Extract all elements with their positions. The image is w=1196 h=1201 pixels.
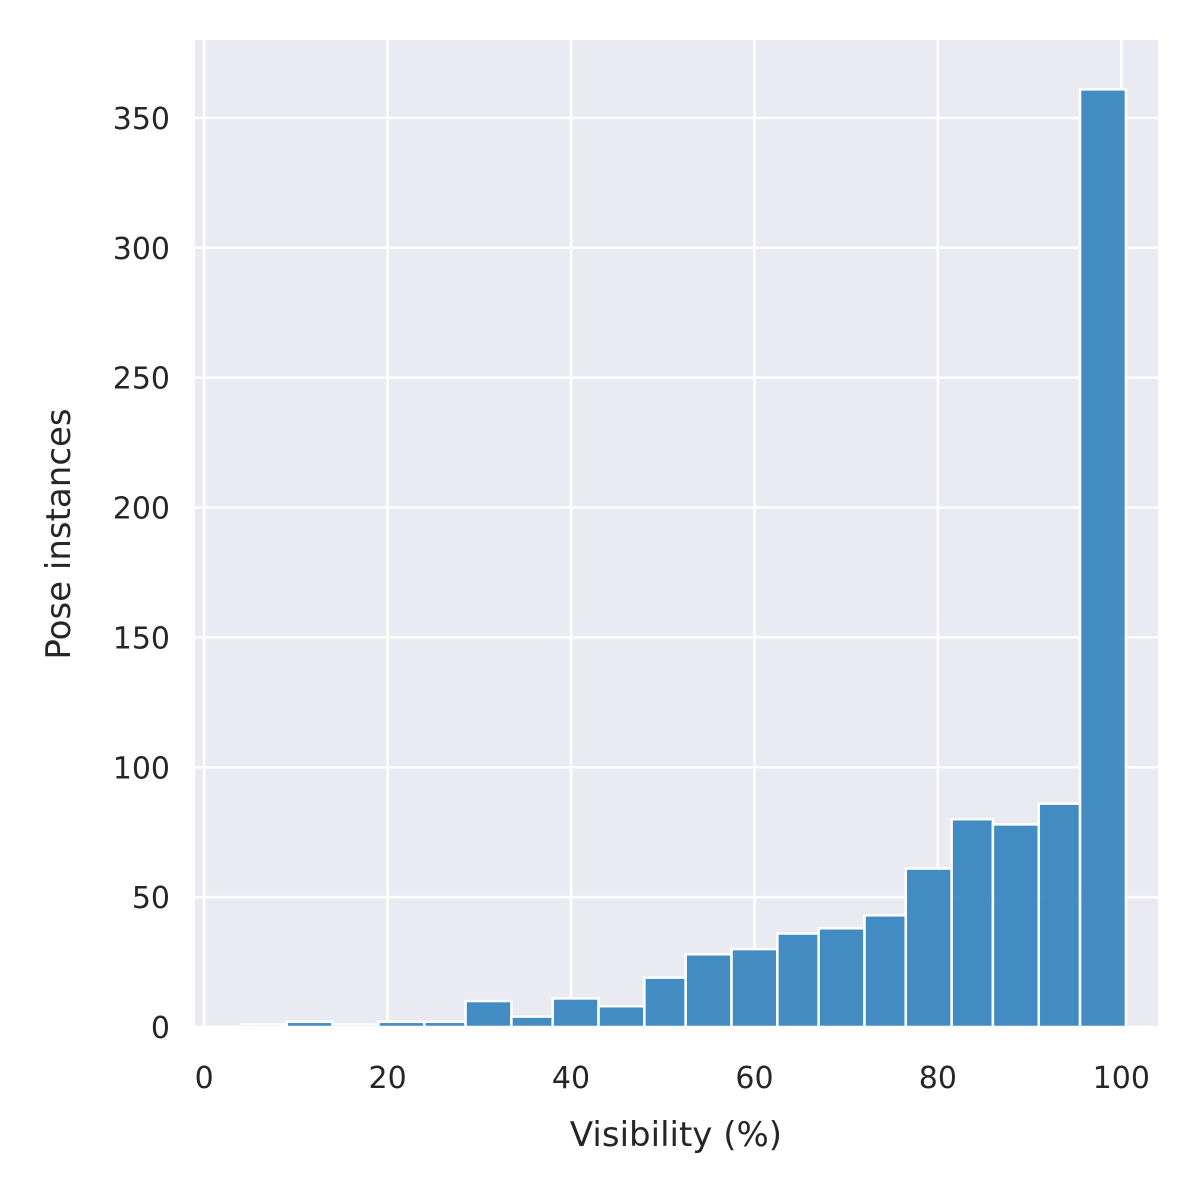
- histogram-bar: [464, 999, 513, 1029]
- histogram-bar: [1078, 88, 1128, 1029]
- y-tick-label: 0: [151, 1011, 170, 1046]
- y-tick-label: 100: [113, 751, 170, 786]
- histogram-bar: [730, 947, 779, 1029]
- histogram-bar: [285, 1020, 334, 1029]
- histogram-bar: [423, 1020, 467, 1029]
- histogram-bar: [643, 976, 687, 1029]
- y-axis-label: Pose instances: [39, 408, 79, 659]
- histogram-bar: [817, 927, 866, 1029]
- histogram-bar: [377, 1020, 426, 1029]
- x-tick-label: 80: [919, 1061, 957, 1096]
- histogram-bar: [239, 1023, 288, 1029]
- histogram-bar: [684, 953, 733, 1029]
- x-tick-label: 0: [195, 1061, 214, 1096]
- x-tick-label: 100: [1093, 1061, 1150, 1096]
- x-tick-labels: 0 20 40 60 80 100: [195, 1061, 1150, 1096]
- x-tick-label: 20: [369, 1061, 407, 1096]
- histogram-bar: [904, 867, 953, 1029]
- y-tick-label: 300: [113, 232, 170, 267]
- histogram-bar: [551, 997, 600, 1029]
- y-tick-label: 150: [113, 621, 170, 656]
- histogram-bar: [597, 1004, 646, 1029]
- y-tick-label: 350: [113, 102, 170, 137]
- histogram-bar: [1037, 802, 1082, 1029]
- histogram-bar: [950, 817, 995, 1029]
- y-tick-label: 250: [113, 362, 170, 397]
- y-tick-label: 50: [132, 881, 170, 916]
- histogram-bar: [863, 914, 908, 1029]
- grid-lines: [195, 40, 1158, 1029]
- y-tick-label: 200: [113, 492, 170, 527]
- histogram-bar: [776, 932, 820, 1029]
- x-axis-label: Visibility (%): [570, 1115, 782, 1155]
- y-tick-labels: 0 50 100 150 200 250 300 350: [113, 102, 170, 1046]
- histogram-bar: [510, 1015, 554, 1029]
- histogram-bar: [991, 823, 1041, 1029]
- histogram-bars: [239, 88, 1128, 1029]
- histogram-bar: [331, 1023, 380, 1029]
- x-tick-label: 40: [552, 1061, 590, 1096]
- x-tick-label: 60: [735, 1061, 773, 1096]
